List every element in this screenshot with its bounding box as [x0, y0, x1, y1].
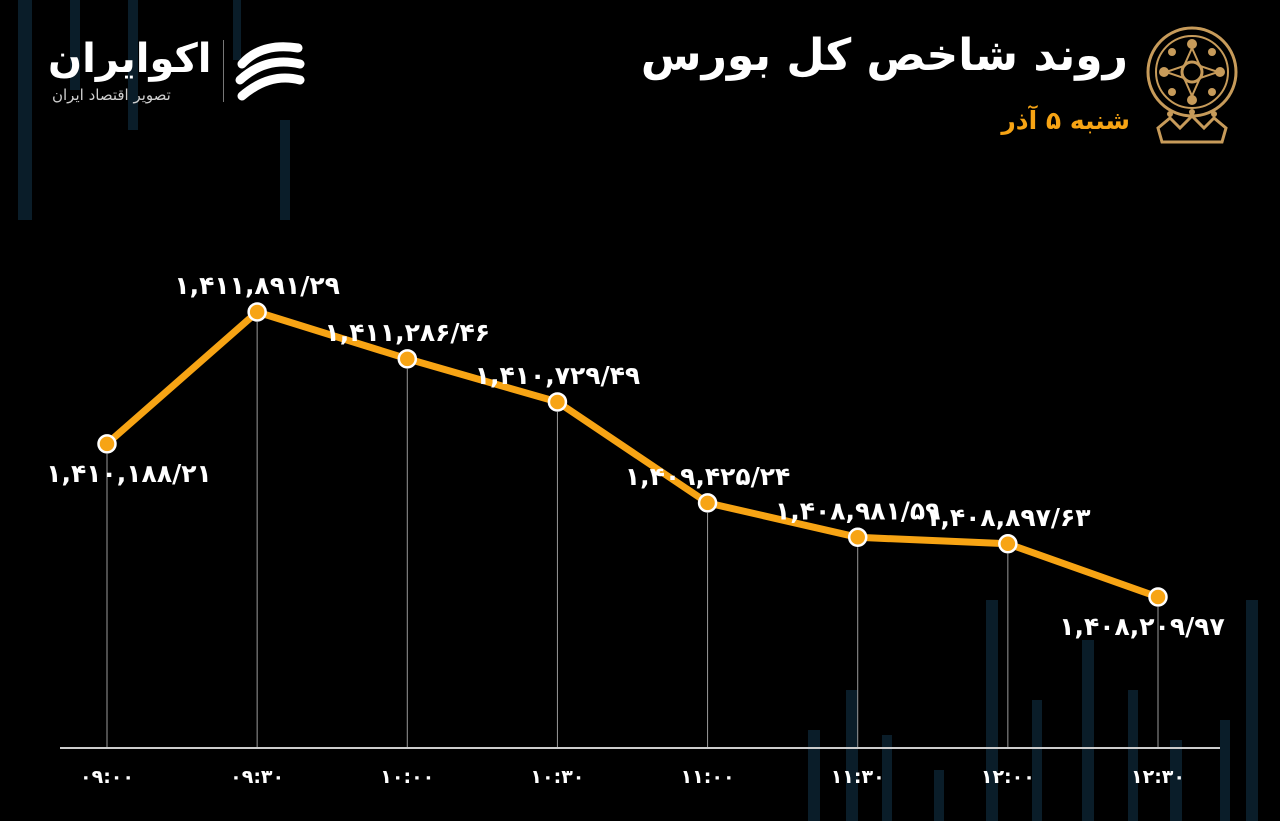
- data-label: ۱,۴۰۹,۴۲۵/۲۴: [625, 462, 790, 491]
- brand-tagline: تصویر اقتصاد ایران: [52, 86, 171, 104]
- data-label: ۱,۴۱۰,۱۸۸/۲۱: [46, 459, 211, 488]
- background-bar: [1170, 740, 1182, 821]
- x-tick-label: ۱۲:۰۰: [981, 766, 1035, 788]
- x-tick-label: ۱۲:۳۰: [1131, 766, 1185, 788]
- brand-divider: [223, 40, 224, 102]
- data-point: [397, 349, 418, 369]
- data-point: [547, 392, 568, 412]
- background-bar: [934, 770, 944, 821]
- x-tick-label: ۱۰:۳۰: [530, 766, 584, 788]
- data-label: ۱,۴۰۸,۹۸۱/۵۹: [775, 496, 940, 525]
- data-point: [998, 534, 1018, 554]
- data-label: ۱,۴۰۸,۲۰۹/۹۷: [1059, 612, 1224, 641]
- background-bar: [233, 0, 241, 60]
- x-tick-label: ۱۱:۳۰: [831, 766, 885, 788]
- tse-seal-icon: [1146, 26, 1238, 144]
- data-points: [97, 302, 1168, 607]
- x-tick-label: ۱۱:۰۰: [681, 766, 735, 788]
- background-bar: [1032, 700, 1042, 821]
- background-bar: [1128, 690, 1138, 821]
- page-subtitle-date: شنبه ۵ آذر: [1001, 106, 1130, 135]
- background-bar: [128, 0, 138, 130]
- data-point: [247, 302, 267, 322]
- page-title: روند شاخص کل بورس: [640, 30, 1128, 81]
- background-bar: [280, 120, 290, 220]
- data-label: ۱,۴۱۱,۲۸۶/۴۶: [325, 318, 490, 347]
- data-label: ۱,۴۱۰,۷۲۹/۴۹: [475, 361, 640, 390]
- x-tick-label: ۰۹:۳۰: [230, 766, 284, 788]
- data-point: [847, 527, 868, 548]
- series-line: [103, 308, 1162, 601]
- background-bar: [986, 600, 998, 821]
- background-bar: [808, 730, 820, 821]
- x-tick-label: ۰۹:۰۰: [80, 766, 134, 788]
- background-bar: [18, 0, 32, 220]
- data-label: ۱,۴۱۱,۸۹۱/۲۹: [174, 271, 339, 300]
- data-label: ۱,۴۰۸,۸۹۷/۶۳: [925, 503, 1090, 532]
- data-point: [1148, 587, 1168, 607]
- brand-name: اکوایران: [48, 36, 212, 82]
- ecoiran-logo-icon: [235, 42, 305, 101]
- data-labels: ۱,۴۱۰,۱۸۸/۲۱ ۱,۴۱۱,۸۹۱/۲۹ ۱,۴۱۱,۲۸۶/۴۶ ۱,۴۱…: [46, 271, 1224, 641]
- background-bar: [882, 735, 892, 821]
- x-tick-labels: ۰۹:۰۰ ۰۹:۳۰ ۱۰:۰۰ ۱۰:۳۰ ۱۱:۰۰ ۱۱:۳۰ ۱۲:۰۰ ۱۲:۳۰: [80, 766, 1185, 788]
- background-bar: [1082, 640, 1094, 821]
- vertical-guides: [106, 322, 1159, 748]
- background-bar: [70, 0, 80, 90]
- background-bar: [1220, 720, 1230, 821]
- x-tick-label: ۱۰:۰۰: [380, 766, 434, 788]
- background-bar: [1246, 600, 1258, 821]
- data-point: [97, 434, 117, 454]
- background-bar: [846, 690, 858, 821]
- data-point: [697, 493, 718, 513]
